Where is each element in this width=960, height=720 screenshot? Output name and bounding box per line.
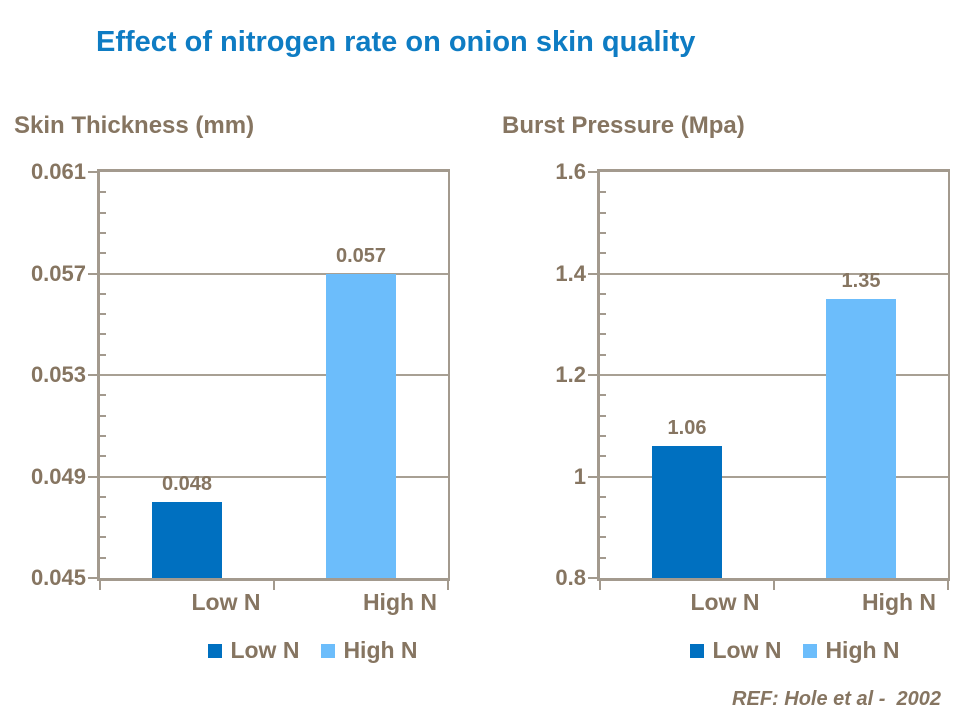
y-axis-tick-label: 1 bbox=[573, 463, 586, 489]
legend-label: Low N bbox=[712, 636, 782, 663]
y-axis-minor-tick bbox=[100, 333, 106, 336]
y-axis-minor-tick bbox=[600, 536, 606, 539]
y-axis-major-tick bbox=[588, 475, 597, 478]
x-axis-category-label: Low N bbox=[690, 589, 760, 615]
y-gridline bbox=[100, 374, 448, 376]
y-gridline bbox=[600, 374, 948, 376]
y-axis-minor-tick bbox=[600, 394, 606, 397]
bar-high-n bbox=[326, 273, 396, 578]
x-axis-tick bbox=[447, 581, 449, 590]
y-axis-minor-tick bbox=[100, 394, 106, 397]
y-axis-minor-tick bbox=[600, 455, 606, 458]
y-axis-minor-tick bbox=[600, 434, 606, 437]
legend-item-high-n: High N bbox=[321, 636, 418, 664]
y-axis-minor-tick bbox=[100, 211, 106, 214]
y-axis-major-tick bbox=[588, 171, 597, 173]
legend-swatch-low-n bbox=[690, 644, 705, 658]
x-axis-tick bbox=[599, 581, 601, 590]
bar-value-label: 1.35 bbox=[841, 269, 881, 292]
plot-area bbox=[97, 169, 450, 581]
y-axis-minor-tick bbox=[100, 556, 106, 559]
y-axis-minor-tick bbox=[600, 333, 606, 336]
legend: Low N High N bbox=[153, 636, 473, 664]
y-axis-tick-label: 1.6 bbox=[555, 159, 586, 184]
legend-label: High N bbox=[343, 636, 418, 663]
y-axis-major-tick bbox=[88, 374, 97, 376]
legend-item-low-n: Low N bbox=[690, 637, 781, 664]
y-gridline bbox=[600, 475, 948, 478]
y-axis-tick-label: 0.049 bbox=[30, 463, 86, 489]
y-gridline bbox=[100, 272, 448, 275]
legend-swatch-low-n bbox=[208, 644, 223, 658]
x-axis-tick bbox=[947, 581, 949, 590]
y-axis-minor-tick bbox=[600, 516, 606, 519]
plot-area bbox=[597, 169, 950, 581]
y-axis-major-tick bbox=[88, 475, 97, 478]
y-axis-minor-tick bbox=[100, 455, 106, 458]
x-axis-category-label: High N bbox=[362, 589, 438, 615]
y-axis-tick-label: 0.8 bbox=[555, 565, 586, 590]
y-axis-minor-tick bbox=[600, 211, 606, 214]
bar-value-label: 0.048 bbox=[161, 472, 213, 495]
x-axis-category-label: Low N bbox=[191, 589, 261, 615]
y-axis-major-tick bbox=[588, 272, 597, 275]
bar-value-label: 1.06 bbox=[667, 417, 707, 440]
chart-title: Burst Pressure (Mpa) bbox=[502, 112, 745, 139]
y-axis-tick-label: 1.2 bbox=[555, 362, 586, 387]
y-axis-minor-tick bbox=[100, 495, 106, 498]
y-axis-minor-tick bbox=[600, 191, 606, 194]
y-axis-tick-label: 1.4 bbox=[555, 260, 586, 286]
y-axis-minor-tick bbox=[600, 292, 606, 295]
chart-title: Skin Thickness (mm) bbox=[14, 112, 255, 139]
legend-swatch-high-n bbox=[803, 644, 818, 658]
y-axis-minor-tick bbox=[100, 434, 106, 437]
y-axis-minor-tick bbox=[100, 353, 106, 356]
y-axis-minor-tick bbox=[600, 231, 606, 234]
y-axis-minor-tick bbox=[100, 191, 106, 194]
x-axis-tick bbox=[273, 581, 275, 590]
x-axis-tick bbox=[99, 581, 101, 590]
legend-label: Low N bbox=[230, 636, 300, 663]
y-axis-minor-tick bbox=[600, 252, 606, 255]
y-axis-major-tick bbox=[88, 272, 97, 275]
y-axis-tick-label: 0.045 bbox=[30, 565, 86, 590]
y-axis-minor-tick bbox=[100, 231, 106, 234]
y-axis-minor-tick bbox=[600, 495, 606, 498]
y-axis-minor-tick bbox=[600, 313, 606, 316]
y-axis-minor-tick bbox=[100, 516, 106, 519]
y-axis-minor-tick bbox=[600, 353, 606, 356]
x-axis-category-label: High N bbox=[861, 589, 937, 615]
reference-citation: REF: Hole et al - 2002 bbox=[732, 688, 941, 710]
y-axis-minor-tick bbox=[600, 556, 606, 559]
y-axis-tick-label: 0.061 bbox=[30, 159, 86, 184]
y-axis-minor-tick bbox=[100, 252, 106, 255]
y-axis-major-tick bbox=[588, 374, 597, 376]
bar-low-n bbox=[652, 446, 722, 578]
y-axis-major-tick bbox=[88, 171, 97, 173]
page-title: Effect of nitrogen rate on onion skin qu… bbox=[96, 26, 696, 58]
legend: Low N High N bbox=[635, 636, 955, 664]
y-axis-minor-tick bbox=[100, 292, 106, 295]
y-gridline bbox=[100, 475, 448, 478]
y-axis-major-tick bbox=[88, 577, 97, 579]
legend-swatch-high-n bbox=[321, 644, 336, 658]
legend-item-low-n: Low N bbox=[208, 637, 299, 664]
y-axis-minor-tick bbox=[100, 414, 106, 417]
bar-low-n bbox=[152, 501, 222, 578]
y-axis-tick-label: 0.053 bbox=[30, 362, 86, 387]
y-axis-minor-tick bbox=[100, 313, 106, 316]
y-gridline bbox=[600, 272, 948, 275]
y-axis-minor-tick bbox=[600, 414, 606, 417]
y-axis-tick-label: 0.057 bbox=[30, 260, 86, 286]
legend-item-high-n: High N bbox=[803, 636, 900, 664]
x-axis-tick bbox=[773, 581, 775, 590]
legend-label: High N bbox=[825, 636, 900, 663]
bar-value-label: 0.057 bbox=[335, 244, 387, 267]
y-axis-major-tick bbox=[588, 577, 597, 579]
bar-high-n bbox=[826, 298, 896, 578]
y-axis-minor-tick bbox=[100, 536, 106, 539]
